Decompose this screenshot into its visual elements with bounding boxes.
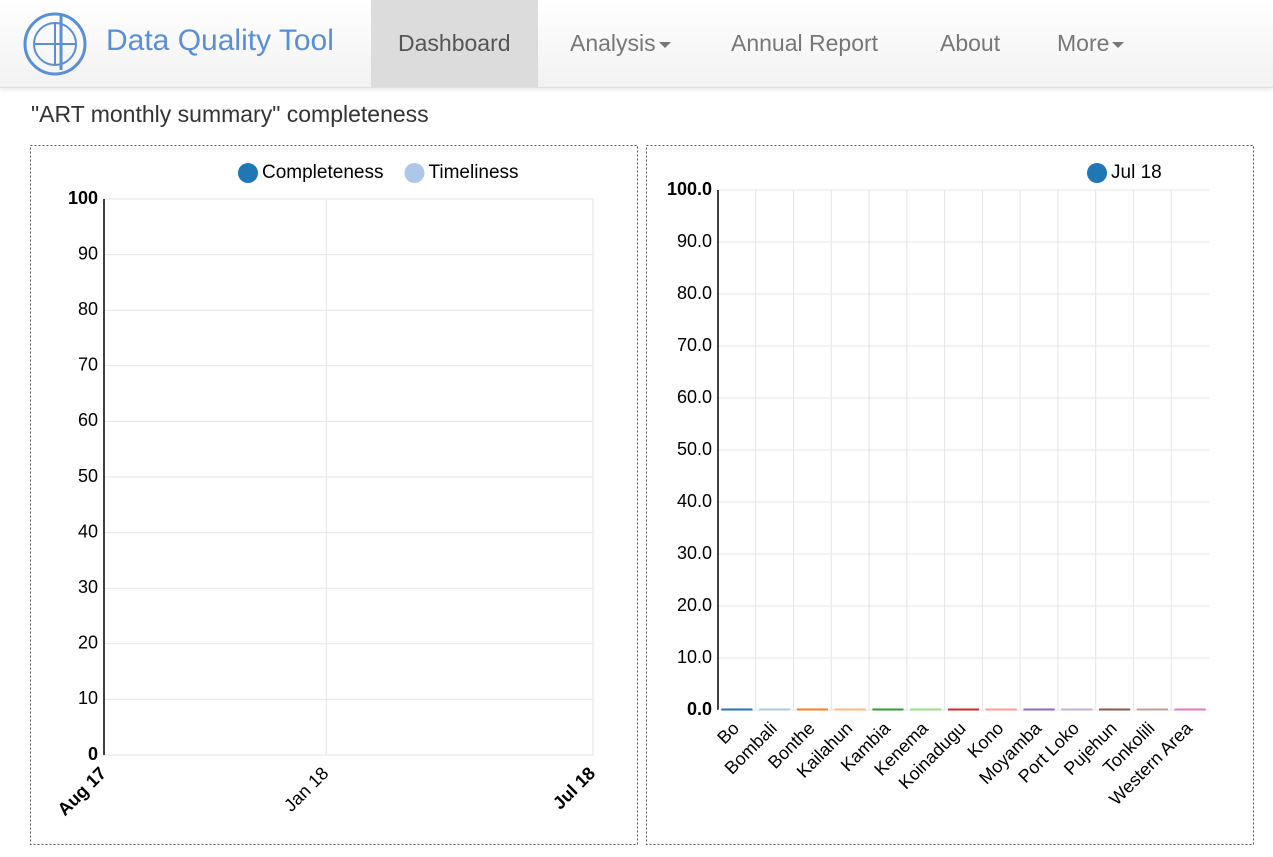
y-tick-label: 50 — [78, 466, 98, 486]
legend-swatch — [1087, 163, 1107, 183]
bar — [1098, 708, 1131, 711]
bar — [1061, 708, 1093, 711]
x-tick-label: Bo — [713, 718, 743, 748]
nav-label: About — [940, 30, 1001, 56]
y-tick-label: 100 — [68, 188, 98, 208]
caret — [1112, 41, 1125, 48]
y-tick-label: 20 — [78, 633, 98, 653]
navbar: Data Quality Tool Dashboard Analysis Ann… — [0, 0, 1273, 88]
x-tick-label: Jul 18 — [549, 763, 599, 813]
nav-annual-report[interactable]: Annual Report — [704, 0, 905, 87]
bar — [1023, 708, 1055, 711]
y-tick-label: 10.0 — [677, 647, 712, 667]
y-tick-label: 20.0 — [677, 595, 712, 615]
legend-swatch — [404, 163, 425, 183]
y-tick-label: 70.0 — [677, 335, 712, 355]
nav-dashboard[interactable]: Dashboard — [371, 0, 538, 87]
bar — [1136, 708, 1168, 711]
x-tick-label: Aug 17 — [54, 763, 111, 820]
bar — [1174, 708, 1206, 711]
y-tick-label: 80 — [78, 299, 98, 319]
legend-label: Jul 18 — [1111, 162, 1162, 183]
y-tick-label: 100.0 — [667, 179, 712, 199]
y-tick-label: 0 — [88, 744, 98, 764]
bar — [985, 708, 1017, 711]
legend-swatch — [238, 163, 258, 183]
bar — [834, 708, 866, 711]
x-tick-label: Jan 18 — [280, 763, 332, 815]
y-tick-label: 40 — [78, 521, 98, 541]
y-tick-label: 80.0 — [677, 283, 712, 303]
y-tick-label: 70 — [78, 355, 98, 375]
bar — [759, 708, 791, 711]
nav-label: Analysis — [570, 30, 656, 56]
nav-about[interactable]: About — [913, 0, 1027, 87]
bar — [721, 708, 753, 711]
bar — [910, 708, 942, 711]
y-tick-label: 0.0 — [687, 699, 712, 719]
panel — [30, 145, 638, 845]
bar — [947, 708, 980, 711]
nav-label: More — [1057, 30, 1110, 56]
nav-label: Dashboard — [398, 30, 511, 56]
panel — [646, 145, 1254, 845]
y-tick-label: 30.0 — [677, 543, 712, 563]
y-tick-label: 90 — [78, 243, 98, 263]
caret — [658, 41, 671, 48]
y-tick-label: 50.0 — [677, 439, 712, 459]
y-tick-label: 90.0 — [677, 231, 712, 251]
legend-label: Timeliness — [428, 162, 518, 183]
y-tick-label: 40.0 — [677, 491, 712, 511]
y-tick-label: 60 — [78, 410, 98, 430]
nav-label: Annual Report — [731, 30, 879, 56]
bar — [872, 708, 904, 711]
y-tick-label: 60.0 — [677, 387, 712, 407]
bar — [796, 708, 829, 711]
legend-label: Completeness — [262, 162, 383, 183]
logo — [23, 12, 87, 76]
page-title: "ART monthly summary" completeness — [31, 101, 429, 127]
nav-more[interactable]: More — [1030, 0, 1151, 87]
y-tick-label: 10 — [78, 688, 98, 708]
brand[interactable]: Data Quality Tool — [106, 24, 334, 57]
nav-analysis[interactable]: Analysis — [543, 0, 698, 87]
y-tick-label: 30 — [78, 577, 98, 597]
